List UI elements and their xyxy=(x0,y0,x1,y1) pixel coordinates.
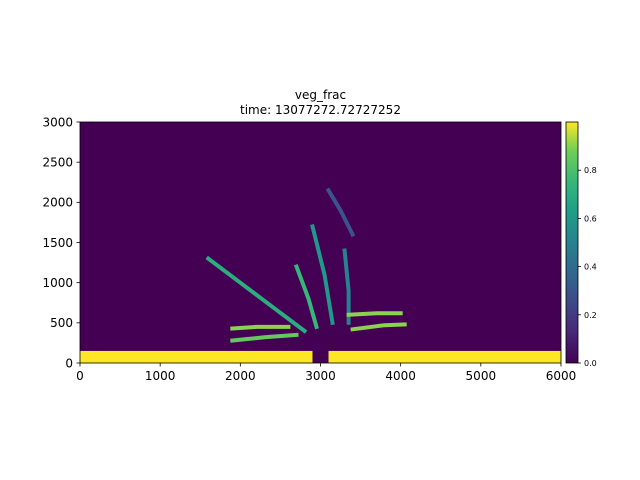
y-axis: 0 500 1000 1500 2000 2500 3000 xyxy=(42,115,80,370)
chart-subtitle: time: 13077272.72727252 xyxy=(240,103,401,117)
colorbar xyxy=(565,121,579,364)
colorbar-tick-label: 0.0 xyxy=(584,359,597,368)
heatmap-channel-east-lower xyxy=(350,322,407,332)
y-tick-label: 2000 xyxy=(42,196,73,210)
chart-title: veg_frac xyxy=(295,88,346,102)
x-tick-label: 3000 xyxy=(305,369,336,383)
y-tick-label: 0 xyxy=(65,356,73,370)
heatmap-plume-top-faint xyxy=(325,187,356,238)
x-tick-label: 1000 xyxy=(145,369,176,383)
heatmap-background xyxy=(80,122,561,363)
heatmap-channel-west-lower xyxy=(230,332,299,343)
x-axis: 0 1000 2000 3000 4000 5000 6000 xyxy=(76,363,576,383)
heatmap-shoreline-band-right xyxy=(328,350,561,363)
heatmap-channel-northwest xyxy=(205,255,308,334)
colorbar-axis: 0.0 0.2 0.4 0.6 0.8 xyxy=(578,166,597,368)
colorbar-tick-label: 0.8 xyxy=(584,166,597,175)
x-tick-label: 4000 xyxy=(385,369,416,383)
y-tick-label: 500 xyxy=(50,316,73,330)
x-tick-label: 2000 xyxy=(225,369,256,383)
y-tick-label: 2500 xyxy=(42,155,73,169)
colorbar-tick-label: 0.4 xyxy=(584,263,597,272)
heatmap-channel-west-mid xyxy=(230,324,291,331)
x-tick-label: 6000 xyxy=(546,369,577,383)
x-tick-label: 0 xyxy=(76,369,84,383)
y-tick-label: 1000 xyxy=(42,276,73,290)
heatmap-channel-north-c xyxy=(342,248,351,325)
heatmap-channel-north-a xyxy=(293,264,319,330)
y-tick-label: 3000 xyxy=(42,115,73,129)
heatmap-layer xyxy=(80,122,561,363)
heatmap-channel-east-upper xyxy=(346,311,403,317)
heatmap-channel-north-b xyxy=(310,223,335,326)
y-tick-label: 1500 xyxy=(42,236,73,250)
colorbar-tick-label: 0.6 xyxy=(584,214,597,223)
colorbar-tick-label: 0.2 xyxy=(584,311,597,320)
x-tick-label: 5000 xyxy=(466,369,497,383)
heatmap-shoreline-band-left xyxy=(80,350,313,363)
